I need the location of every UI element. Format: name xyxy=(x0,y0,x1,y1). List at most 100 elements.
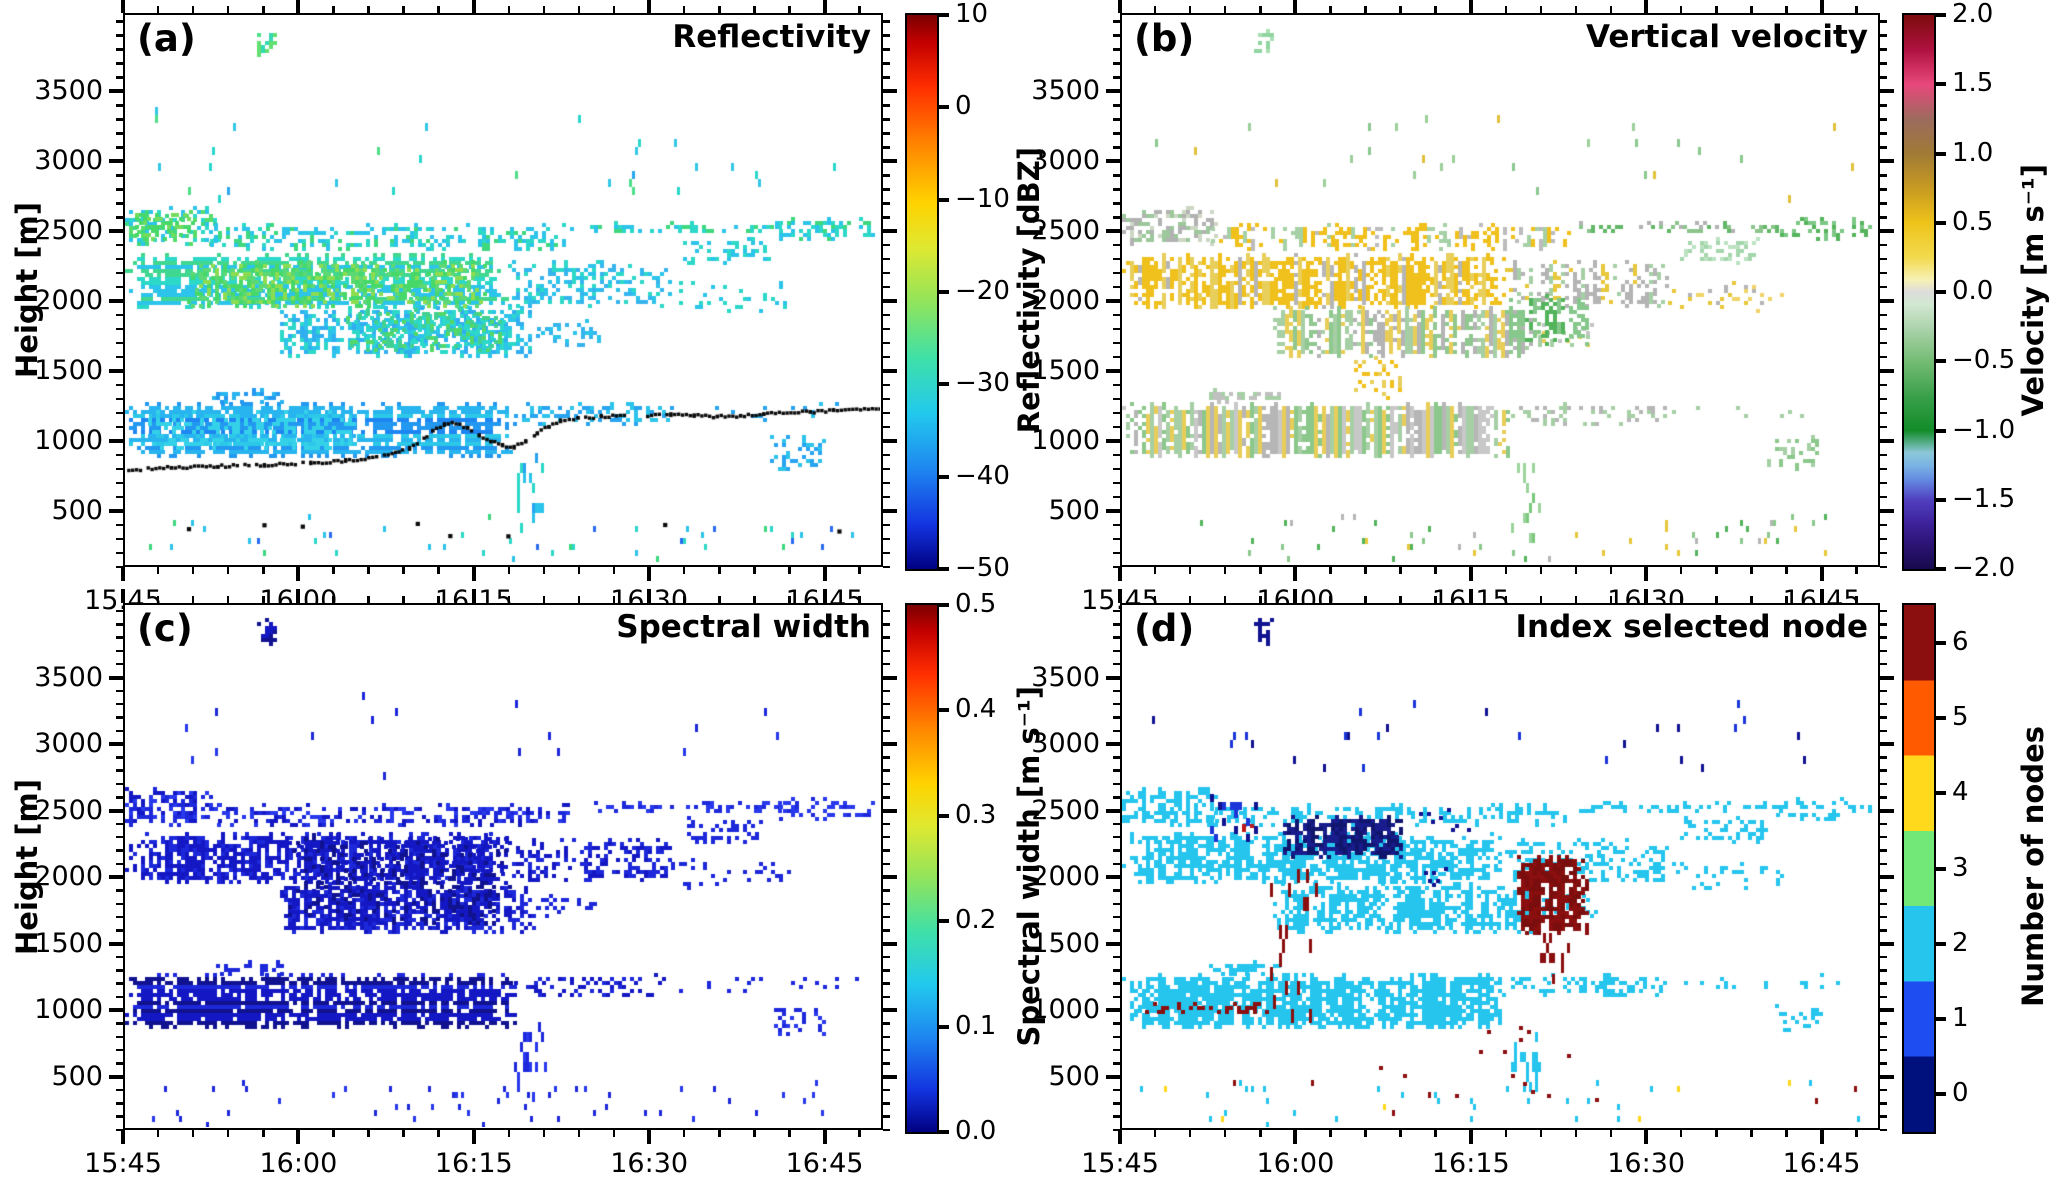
tick xyxy=(116,756,123,759)
y-tick-label: 1500 xyxy=(1031,355,1100,387)
tick xyxy=(883,941,897,946)
colorbar-tick-label: −40 xyxy=(955,460,1010,491)
tick xyxy=(116,216,123,219)
tick xyxy=(156,1130,160,1137)
tick xyxy=(1293,1130,1298,1144)
tick xyxy=(1880,875,1894,880)
tick xyxy=(542,6,546,13)
tick xyxy=(937,813,949,818)
tick xyxy=(1223,596,1227,603)
tick xyxy=(1880,341,1887,345)
tick xyxy=(116,132,123,135)
tick xyxy=(367,6,370,13)
panel-d-frame xyxy=(1120,603,1880,1130)
tick xyxy=(191,6,195,13)
tick xyxy=(1113,313,1120,317)
panel-b-letter: (b) xyxy=(1134,17,1195,60)
tick xyxy=(1880,995,1887,999)
tick xyxy=(937,382,949,387)
panel-c-canvas xyxy=(125,605,880,1127)
tick xyxy=(883,89,897,94)
tick xyxy=(1880,285,1887,289)
tick xyxy=(1113,271,1120,275)
tick xyxy=(883,822,890,826)
tick xyxy=(1113,889,1120,892)
tick xyxy=(1819,1130,1824,1144)
colorbar-tick-label: 10 xyxy=(955,0,989,29)
tick xyxy=(612,596,616,603)
tick xyxy=(1113,636,1120,639)
tick xyxy=(1468,567,1473,581)
tick xyxy=(1819,567,1824,581)
tick xyxy=(1468,589,1473,603)
x-tick-label: 15:45 xyxy=(84,1148,162,1179)
tick xyxy=(1399,567,1402,574)
tick xyxy=(788,596,791,603)
tick xyxy=(883,565,890,569)
tick xyxy=(883,104,890,107)
tick xyxy=(507,596,511,603)
x-tick-label: 16:45 xyxy=(785,1148,864,1179)
panel-b-title: Vertical velocity xyxy=(1586,19,1868,55)
tick xyxy=(883,862,890,866)
tick xyxy=(577,1130,581,1137)
tick xyxy=(471,589,476,603)
tick xyxy=(883,481,890,485)
tick xyxy=(1880,565,1887,569)
tick xyxy=(542,596,546,603)
tick xyxy=(883,397,890,401)
tick xyxy=(109,808,123,813)
tick xyxy=(1934,941,1946,946)
tick xyxy=(109,439,123,444)
y-tick-label: 2500 xyxy=(1031,215,1100,247)
tick xyxy=(471,0,476,13)
y-tick-label: 500 xyxy=(1048,495,1100,527)
tick xyxy=(1113,915,1120,919)
tick xyxy=(1880,915,1887,919)
tick xyxy=(116,1022,123,1025)
tick xyxy=(1880,271,1887,275)
tick xyxy=(1113,969,1120,972)
tick xyxy=(1399,1130,1402,1137)
tick xyxy=(1880,902,1887,905)
tick xyxy=(1113,756,1120,759)
tick xyxy=(1880,955,1887,959)
y-tick-label: 1500 xyxy=(34,355,103,387)
tick xyxy=(883,889,890,892)
y-tick-label: 1500 xyxy=(1031,927,1100,959)
tick xyxy=(883,355,890,359)
tick xyxy=(883,537,890,541)
tick xyxy=(1880,1128,1887,1132)
colorbar-tick-label: 0.0 xyxy=(955,1116,997,1146)
tick xyxy=(1880,425,1887,429)
tick xyxy=(883,649,890,653)
tick xyxy=(883,1062,890,1065)
tick xyxy=(226,1130,230,1137)
y-tick-label: 1000 xyxy=(34,994,103,1026)
tick xyxy=(1750,6,1753,13)
tick xyxy=(1113,835,1120,839)
colorbar-tick-label: 0.0 xyxy=(1952,276,1994,306)
tick xyxy=(753,567,756,574)
tick xyxy=(1504,567,1508,574)
tick xyxy=(1113,146,1120,149)
x-tick-label: 16:30 xyxy=(1607,1148,1686,1179)
tick xyxy=(109,675,123,680)
tick xyxy=(1574,1130,1578,1137)
tick xyxy=(156,567,160,574)
tick xyxy=(1880,1102,1887,1105)
tick xyxy=(883,523,890,527)
tick xyxy=(1880,1048,1887,1052)
tick xyxy=(116,523,123,527)
tick xyxy=(1113,689,1120,693)
tick xyxy=(753,6,756,13)
tick xyxy=(1223,1130,1227,1137)
tick xyxy=(1113,662,1120,666)
tick xyxy=(116,1062,123,1065)
tick xyxy=(116,313,123,317)
tick xyxy=(116,649,123,653)
tick xyxy=(1880,467,1887,471)
tick xyxy=(718,596,721,603)
tick xyxy=(1468,1130,1473,1144)
tick xyxy=(296,1130,301,1144)
